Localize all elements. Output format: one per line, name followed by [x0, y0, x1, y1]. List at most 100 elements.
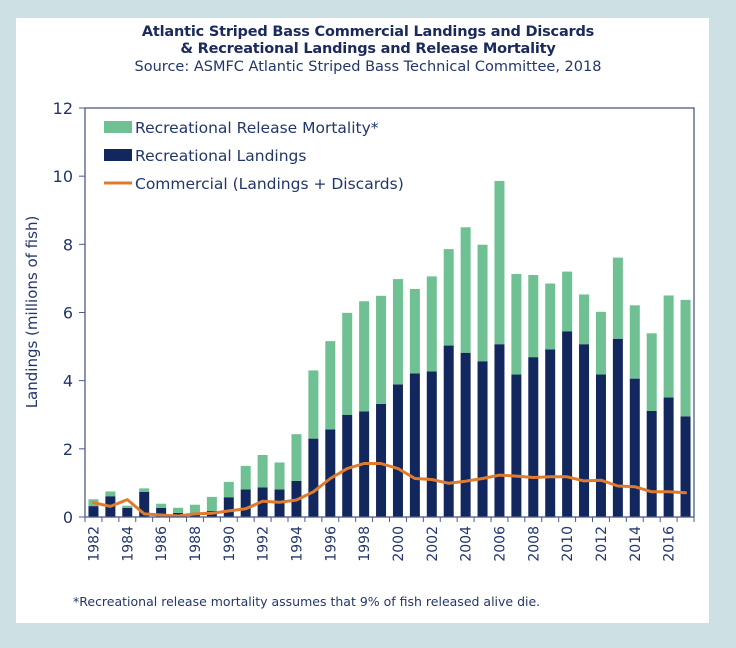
bar-release-mortality-2003 — [443, 249, 454, 346]
legend-label-recreational-landings: Recreational Landings — [135, 147, 306, 165]
bar-release-mortality-1991 — [240, 465, 251, 490]
legend-label-release-mortality: Recreational Release Mortality* — [135, 119, 379, 137]
commercial-line-group — [92, 462, 687, 518]
bar-release-mortality-2009 — [545, 283, 556, 350]
bar-release-mortality-2004 — [460, 227, 471, 353]
x-tick-label: 1996 — [323, 526, 339, 562]
bar-recreational-landings-2015 — [646, 411, 657, 517]
bar-release-mortality-1985 — [139, 488, 150, 492]
bar-release-mortality-1986 — [156, 503, 167, 508]
bar-release-mortality-2005 — [477, 244, 488, 362]
bar-recreational-landings-2009 — [545, 349, 556, 517]
bar-release-mortality-1993 — [274, 462, 285, 490]
x-tick-label: 1998 — [357, 526, 373, 562]
x-tick-label: 1990 — [222, 526, 238, 562]
y-tick-label: 8 — [63, 235, 73, 254]
bar-recreational-landings-2006 — [494, 344, 505, 517]
x-tick-label: 2014 — [628, 526, 644, 562]
bar-release-mortality-2012 — [595, 311, 606, 375]
bar-recreational-landings-2001 — [409, 373, 420, 517]
bar-recreational-landings-1985 — [139, 491, 150, 517]
bar-release-mortality-1992 — [257, 454, 268, 488]
x-tick-label: 1992 — [256, 526, 272, 562]
bar-release-mortality-2015 — [646, 333, 657, 412]
bar-release-mortality-2002 — [426, 276, 437, 372]
bar-release-mortality-2001 — [409, 288, 420, 374]
bar-recreational-landings-2008 — [528, 357, 539, 517]
chart-title: Atlantic Striped Bass Commercial Landing… — [141, 24, 595, 40]
bar-release-mortality-1987 — [173, 507, 184, 513]
bar-release-mortality-1998 — [359, 301, 370, 412]
bar-recreational-landings-2005 — [477, 361, 488, 517]
bar-release-mortality-1996 — [325, 341, 336, 430]
bar-recreational-landings-1991 — [240, 489, 251, 517]
bar-release-mortality-1990 — [223, 481, 234, 498]
bar-recreational-landings-2003 — [443, 345, 454, 517]
legend-label-commercial: Commercial (Landings + Discards) — [135, 175, 404, 193]
x-tick-label: 2012 — [594, 526, 610, 562]
bar-release-mortality-2007 — [511, 273, 522, 375]
bar-release-mortality-1984 — [122, 505, 133, 508]
legend-swatch-release-mortality — [104, 121, 132, 133]
x-tick-label: 2006 — [493, 526, 509, 562]
bar-recreational-landings-2000 — [392, 384, 403, 517]
legend-swatch-recreational-landings — [104, 149, 132, 161]
y-tick-label: 0 — [63, 508, 73, 527]
bar-recreational-landings-1984 — [122, 507, 133, 517]
y-tick-label: 10 — [53, 167, 73, 186]
legend: Recreational Release Mortality* Recreati… — [104, 119, 404, 193]
bar-recreational-landings-1990 — [223, 497, 234, 517]
bar-recreational-landings-1999 — [376, 403, 387, 517]
bar-recreational-landings-2017 — [680, 416, 691, 517]
bar-recreational-landings-2007 — [511, 374, 522, 517]
bar-recreational-landings-1986 — [156, 507, 167, 517]
bar-recreational-landings-2010 — [562, 331, 573, 517]
bar-recreational-landings-2013 — [612, 338, 623, 517]
bar-recreational-landings-2014 — [629, 378, 640, 517]
x-tick-label: 2000 — [391, 526, 407, 562]
y-tick-label: 6 — [63, 304, 73, 323]
x-ticks-group: 1982 1984 1986 1988 1990 1992 1994 1996 1998 2000… — [84, 517, 695, 562]
bar-release-mortality-2013 — [612, 257, 623, 339]
bar-release-mortality-1989 — [206, 496, 217, 511]
bar-release-mortality-1983 — [105, 491, 116, 497]
bar-recreational-landings-1982 — [88, 506, 99, 517]
y-ticks-group: 0 2 4 6 8 10 12 — [53, 99, 85, 527]
bar-release-mortality-2014 — [629, 305, 640, 379]
bar-recreational-landings-2012 — [595, 374, 606, 517]
bar-recreational-landings-2002 — [426, 371, 437, 517]
footnote: *Recreational release mortality assumes … — [73, 594, 541, 609]
x-tick-label: 1982 — [87, 526, 103, 562]
x-tick-label: 2010 — [560, 526, 576, 562]
y-tick-label: 12 — [53, 99, 73, 118]
chart-title-line2: & Recreational Landings and Release Mort… — [180, 41, 556, 57]
bars-group — [88, 180, 691, 517]
x-tick-label: 2004 — [459, 526, 475, 562]
x-tick-label: 2016 — [662, 526, 678, 562]
bar-recreational-landings-1995 — [308, 438, 319, 517]
y-axis-title: Landings (millions of fish) — [23, 216, 41, 409]
bar-release-mortality-1995 — [308, 370, 319, 439]
chart-subtitle: Source: ASMFC Atlantic Striped Bass Tech… — [134, 59, 602, 75]
y-tick-label: 4 — [63, 372, 73, 391]
x-tick-label: 1984 — [120, 526, 136, 562]
bar-release-mortality-1988 — [189, 504, 200, 514]
bar-release-mortality-2006 — [494, 180, 505, 345]
bar-release-mortality-2010 — [562, 271, 573, 332]
bar-release-mortality-1999 — [376, 295, 387, 404]
bar-release-mortality-2011 — [579, 294, 590, 345]
bar-release-mortality-2016 — [663, 295, 674, 398]
y-tick-label: 2 — [63, 440, 73, 459]
bar-release-mortality-1997 — [342, 312, 353, 415]
x-tick-label: 2008 — [526, 526, 542, 562]
bar-release-mortality-2008 — [528, 275, 539, 358]
bar-release-mortality-1994 — [291, 434, 302, 481]
bar-recreational-landings-2011 — [579, 344, 590, 517]
x-tick-label: 2002 — [425, 526, 441, 562]
bar-recreational-landings-2016 — [663, 397, 674, 517]
bar-recreational-landings-2004 — [460, 352, 471, 517]
bar-recreational-landings-1997 — [342, 414, 353, 517]
commercial-line — [92, 462, 687, 518]
x-tick-label: 1986 — [154, 526, 170, 562]
